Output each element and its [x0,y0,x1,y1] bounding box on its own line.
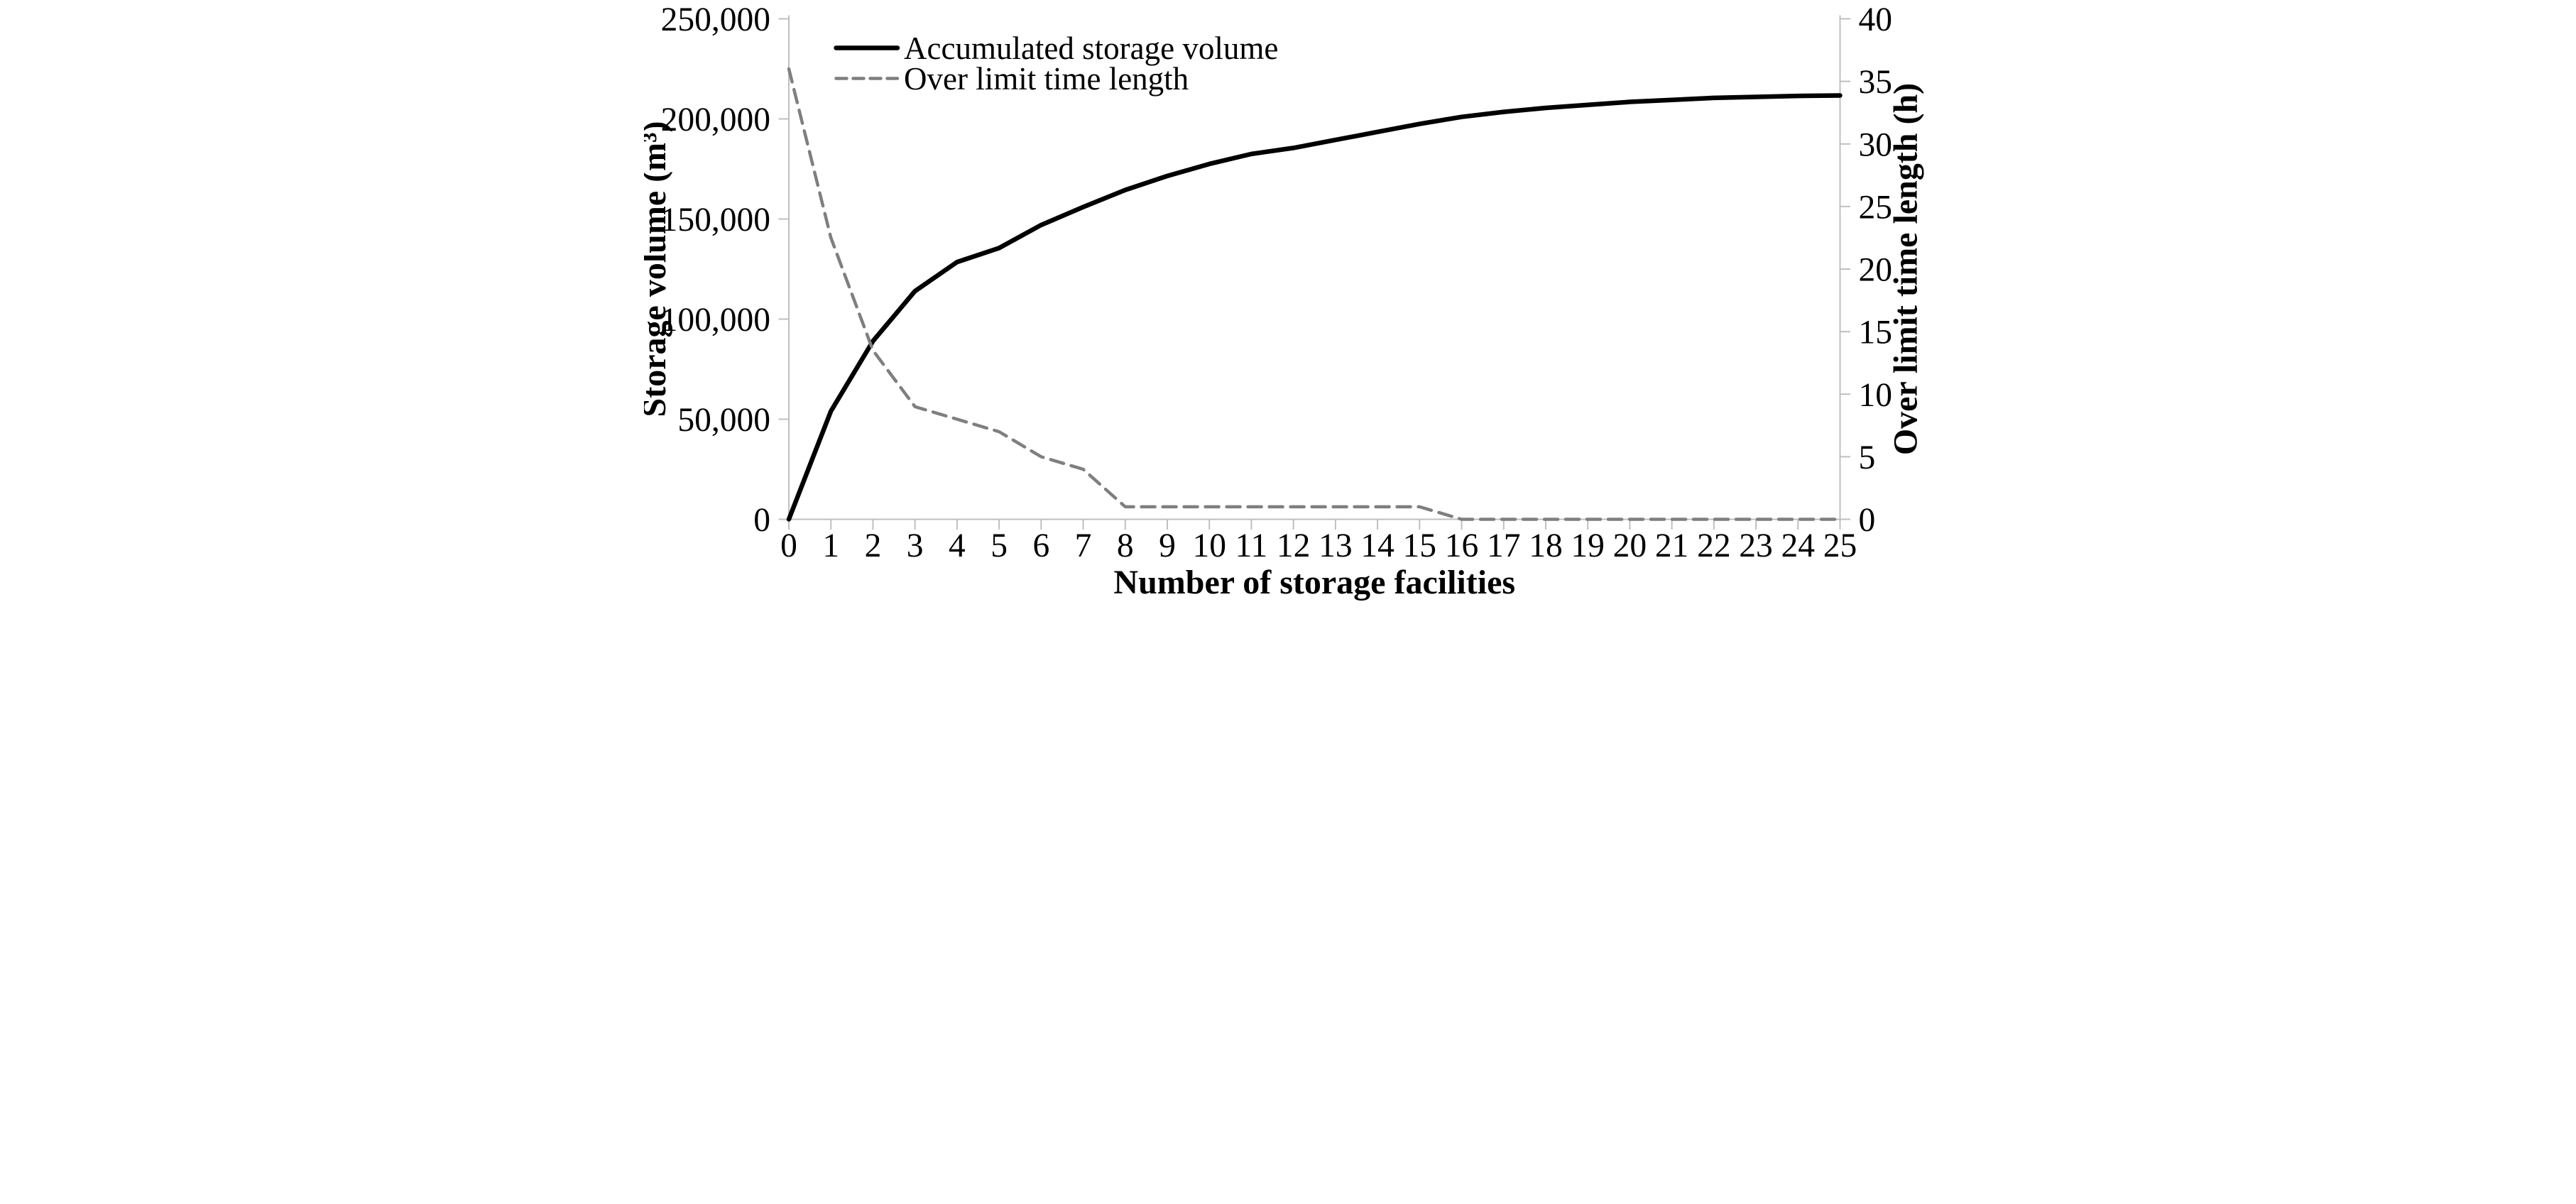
dual-axis-line-chart: 050,000100,000150,000200,000250,00005101… [644,1,1925,601]
x-tick-label: 21 [1655,527,1689,564]
y-right-tick-label: 35 [1859,64,1893,101]
x-tick-label: 5 [990,527,1008,564]
x-tick-label: 0 [780,527,797,564]
x-tick-label: 15 [1403,527,1437,564]
x-tick-label: 25 [1823,527,1857,564]
y-right-tick-label: 15 [1859,314,1893,351]
x-tick-label: 13 [1319,527,1353,564]
y-right-tick-label: 10 [1859,377,1893,414]
legend-item: Accumulated storage volume [834,31,1278,66]
series-line-accumulated-volume [786,93,1843,522]
x-tick-label: 16 [1445,527,1479,564]
chart-page: 0 50,000 100,000 150,000 200,000 250,000 0 5 10 1… [644,0,1932,602]
y-left-tick-label: 150,000 [661,202,770,239]
x-tick-label: 4 [949,527,966,564]
x-tick-label: 9 [1159,527,1176,564]
x-tick-label: 7 [1075,527,1092,564]
x-tick-label: 19 [1571,527,1605,564]
y-right-tick-label: 20 [1859,252,1893,289]
x-tick-label: 18 [1529,527,1563,564]
y-left-tick-label: 0 [753,502,770,539]
y-left-tick-label: 100,000 [661,302,770,339]
x-tick-label: 2 [865,527,882,564]
legend-item: Over limit time length [834,61,1189,97]
y-left-tick-label: 200,000 [661,102,770,138]
x-tick-label: 22 [1697,527,1731,564]
y-right-tick-label: 0 [1859,502,1876,539]
x-tick-label: 8 [1117,527,1134,564]
x-axis-title: Number of storage facilities [1113,564,1515,601]
y-right-tick-label: 25 [1859,189,1893,226]
x-tick-label: 14 [1360,527,1395,564]
x-tick-label: 23 [1739,527,1773,564]
x-tick-label: 17 [1487,527,1521,564]
y-left-tick-label: 250,000 [661,1,770,38]
y-right-axis-title: Over limit time length (h) [1887,83,1925,455]
y-left-tick-label: 50,000 [677,402,770,439]
x-tick-label: 6 [1032,527,1049,564]
x-tick-label: 10 [1192,527,1226,564]
x-tick-label: 11 [1235,527,1268,564]
y-right-tick-label: 40 [1859,1,1893,38]
y-right-tick-label: 30 [1859,126,1893,163]
x-tick-label: 20 [1613,527,1647,564]
y-axis-right-ticks: 0 5 10 15 20 25 30 35 40 [1840,1,1893,539]
chart-figure: 0 50,000 100,000 150,000 200,000 250,000 0 5 10 1… [644,0,1932,602]
y-right-tick-label: 5 [1859,439,1876,476]
x-axis-ticks: 0 1 2 3 4 5 6 7 8 9 10 11 12 13 14 15 16 17 18 19 20 21 22 23 24… [780,519,1857,564]
y-left-axis-title: Storage volume (m³) [644,121,673,417]
x-tick-label: 24 [1781,527,1816,564]
y-axis-left-ticks: 0 50,000 100,000 150,000 200,000 250,000 [661,1,789,539]
series-line-over-limit-time [787,67,1842,521]
legend-label: Accumulated storage volume [904,31,1278,66]
x-tick-label: 12 [1277,527,1311,564]
legend-label: Over limit time length [904,61,1189,97]
x-tick-label: 3 [907,527,924,564]
x-tick-label: 1 [822,527,839,564]
